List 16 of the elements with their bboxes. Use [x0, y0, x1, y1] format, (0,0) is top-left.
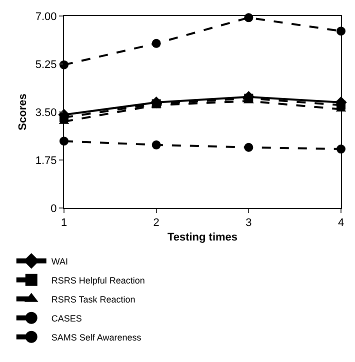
x-tick-label: 1: [60, 217, 68, 230]
y-tick-label: 0: [50, 202, 57, 215]
x-tick-label: 3: [246, 217, 252, 230]
x-tick-label: 4: [338, 217, 344, 230]
y-axis-title: Scores: [17, 94, 30, 130]
x-axis-title: Testing times: [167, 231, 238, 244]
y-tick-label: 3.50: [35, 106, 57, 119]
legend-label: WAI: [51, 256, 68, 266]
legend-label: CASES: [51, 313, 82, 324]
y-tick-label: 1.75: [35, 154, 57, 167]
legend-label: RSRS Task Reaction: [51, 294, 136, 304]
legend-label: SAMS Self Awareness: [51, 332, 142, 342]
x-tick-label: 2: [153, 217, 160, 230]
legend-label: RSRS Helpful Reaction: [51, 275, 145, 286]
y-tick-label: 7.00: [35, 10, 57, 23]
y-tick-label: 5.25: [35, 58, 57, 71]
